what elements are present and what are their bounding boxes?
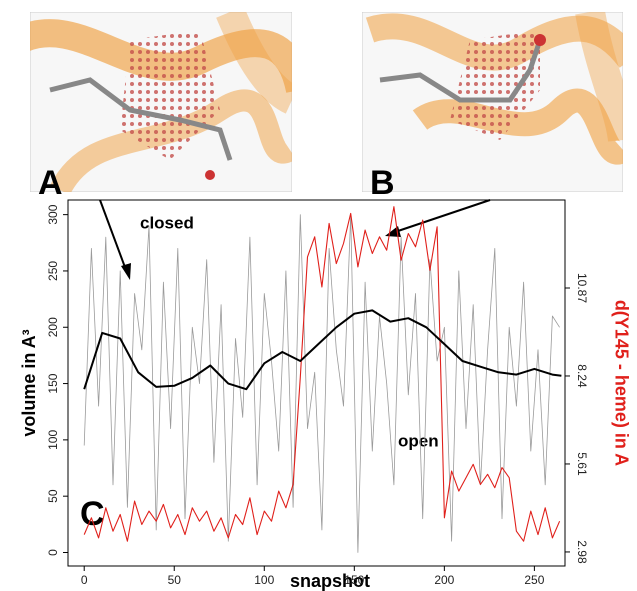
y-tick-label: 150 [46,373,60,393]
y-tick-label: 100 [46,430,60,450]
y-tick-label: 0 [46,549,60,556]
y-tick-label: 300 [46,204,60,224]
y-tick-label: 50 [46,489,60,503]
x-tick-label: 100 [254,573,274,587]
annotation: open [398,431,439,450]
x-tick-label: 0 [81,573,88,587]
arrows [100,200,490,280]
y2-axis-title: d(Y145 - heme) in A [611,300,631,466]
x-tick-label: 200 [434,573,454,587]
y2-tick-label: 5.61 [575,452,589,476]
y2-tick-label: 2.98 [575,540,589,564]
y-tick-label: 250 [46,261,60,281]
series-line [84,215,559,553]
structure-image-b [362,12,630,192]
y-axis-title: volume in A³ [19,329,39,436]
figure: A B C closed open snapshot volume in A³ … [0,0,637,591]
x-tick-label: 50 [168,573,182,587]
x-tick-label: 150 [344,573,364,587]
y2-tick-label: 10.87 [575,273,589,303]
panel-label: B [370,164,395,202]
x-tick-label: 250 [524,573,544,587]
y-tick-label: 200 [46,317,60,337]
panel-label: A [38,164,63,202]
y2-tick-label: 8.24 [575,364,589,388]
plot-frame [68,200,565,566]
annotation: closed [140,213,194,232]
